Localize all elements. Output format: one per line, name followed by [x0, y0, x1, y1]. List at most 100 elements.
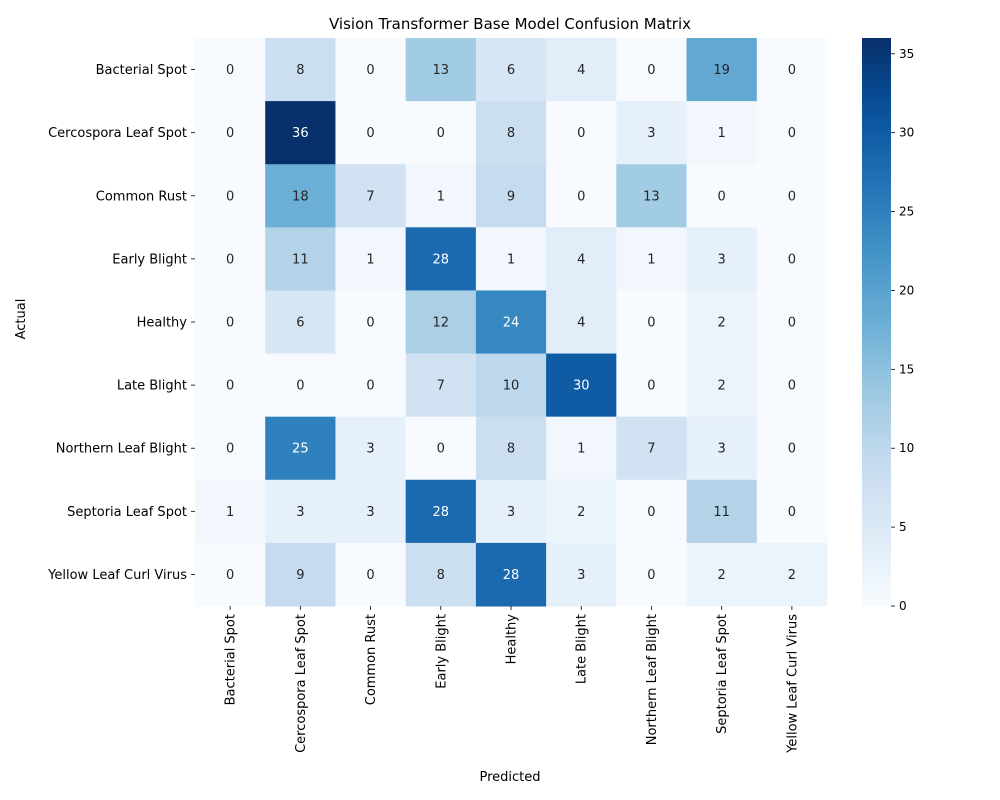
cell-value-label: 0: [647, 316, 655, 331]
heatmap-cell: [475, 416, 547, 481]
heatmap-cell: [475, 353, 547, 418]
x-axis-label: Predicted: [479, 770, 540, 785]
heatmap-cell-labels: 0 8 0 13 6 4 0 19 00 36 0 0 8 0 3 1 00 18 7 1 9 0 13 0 00 11 1 28 1 4…: [226, 63, 796, 583]
heatmap-cell: [546, 479, 617, 544]
cell-value-label: 0: [577, 126, 585, 141]
y-tick-label: Septoria Leaf Spot: [67, 505, 187, 520]
cell-value-label: 2: [718, 316, 726, 331]
cell-value-label: 0: [577, 189, 585, 204]
cell-value-label: 6: [296, 316, 304, 331]
cell-value-label: 11: [713, 505, 730, 520]
cell-value-label: 7: [437, 379, 445, 394]
cell-value-label: 8: [507, 126, 515, 141]
cell-value-label: 2: [718, 568, 726, 583]
x-tick-label: Bacterial Spot: [224, 614, 239, 705]
cell-value-label: 0: [226, 252, 234, 267]
heatmap-cell: [405, 101, 477, 165]
heatmap-cell: [756, 290, 828, 355]
y-tick-label: Healthy: [137, 316, 188, 331]
heatmap-cell: [405, 353, 477, 418]
heatmap-cell: [756, 227, 828, 291]
heatmap-cell: [335, 38, 407, 102]
heatmap-cell: [686, 542, 758, 607]
heatmap-cell: [265, 38, 336, 102]
cell-value-label: 1: [647, 252, 655, 267]
heatmap-cell: [756, 38, 828, 102]
heatmap-cell: [405, 479, 477, 544]
colorbar-tick-label: 15: [899, 362, 914, 376]
cell-value-label: 0: [788, 505, 796, 520]
colorbar-tick-label: 10: [899, 441, 914, 455]
heatmap-cell: [405, 542, 477, 607]
heatmap-cell: [335, 227, 407, 291]
cell-value-label: 4: [577, 316, 585, 331]
cell-value-label: 0: [366, 316, 374, 331]
heatmap-cell: [265, 227, 336, 291]
cell-value-label: 18: [292, 189, 309, 204]
x-tick-label: Early Blight: [434, 614, 449, 689]
heatmap-cell: [616, 227, 688, 291]
heatmap-cell: [616, 542, 688, 607]
cell-value-label: 4: [577, 63, 585, 78]
x-tick-label: Late Blight: [575, 614, 590, 684]
cell-value-label: 28: [433, 252, 450, 267]
cell-value-label: 28: [433, 505, 450, 520]
heatmap-cell: [686, 38, 758, 102]
cell-value-label: 0: [226, 63, 234, 78]
heatmap-cell: [756, 353, 828, 418]
cell-value-label: 8: [296, 63, 304, 78]
cell-value-label: 0: [226, 126, 234, 141]
cell-value-label: 0: [437, 126, 445, 141]
heatmap-cell: [405, 164, 477, 228]
heatmap-cell: [195, 101, 266, 165]
cell-value-label: 25: [292, 442, 309, 457]
y-axis-ticks: Bacterial Spot Cercospora Leaf Spot Common…: [47, 63, 195, 583]
cell-value-label: 0: [366, 63, 374, 78]
heatmap-cell: [756, 542, 828, 607]
heatmap-cell: [546, 542, 617, 607]
heatmap-cell: [616, 38, 688, 102]
cell-value-label: 0: [366, 379, 374, 394]
x-tick-label: Septoria Leaf Spot: [715, 614, 730, 734]
colorbar-tick-label: 0: [899, 599, 907, 613]
cell-value-label: 0: [226, 316, 234, 331]
cell-value-label: 0: [647, 568, 655, 583]
cell-value-label: 2: [718, 379, 726, 394]
cell-value-label: 0: [788, 126, 796, 141]
cell-value-label: 1: [437, 189, 445, 204]
heatmap-cell: [686, 416, 758, 481]
colorbar-tick-label: 5: [899, 520, 907, 534]
heatmap-cell: [405, 38, 477, 102]
cell-value-label: 13: [643, 189, 660, 204]
cell-value-label: 3: [647, 126, 655, 141]
heatmap-cell: [405, 290, 477, 355]
heatmap-cell: [616, 164, 688, 228]
x-axis-ticks: Bacterial Spot Cercospora Leaf Spot Common…: [224, 606, 800, 754]
cell-value-label: 8: [437, 568, 445, 583]
colorbar-ticks: 0 5 10 15 20 25 30 35: [891, 47, 914, 613]
heatmap-cell: [475, 542, 547, 607]
cell-value-label: 36: [292, 126, 309, 141]
x-tick-label: Common Rust: [364, 614, 379, 705]
cell-value-label: 13: [433, 63, 450, 78]
y-tick-label: Common Rust: [96, 189, 187, 204]
heatmap-cell: [195, 227, 266, 291]
heatmap-cell: [616, 353, 688, 418]
heatmap-cell: [335, 101, 407, 165]
heatmap-cell: [335, 290, 407, 355]
cell-value-label: 1: [226, 505, 234, 520]
heatmap-cell: [475, 479, 547, 544]
heatmap-cell: [265, 542, 336, 607]
cell-value-label: 3: [577, 568, 585, 583]
heatmap-cell: [335, 542, 407, 607]
cell-value-label: 0: [788, 316, 796, 331]
heatmap-cell: [546, 101, 617, 165]
cell-value-label: 2: [577, 505, 585, 520]
heatmap-cell: [475, 101, 547, 165]
heatmap-cell: [195, 38, 266, 102]
cell-value-label: 9: [507, 189, 515, 204]
cell-value-label: 0: [296, 379, 304, 394]
cell-value-label: 3: [507, 505, 515, 520]
cell-value-label: 3: [366, 505, 374, 520]
